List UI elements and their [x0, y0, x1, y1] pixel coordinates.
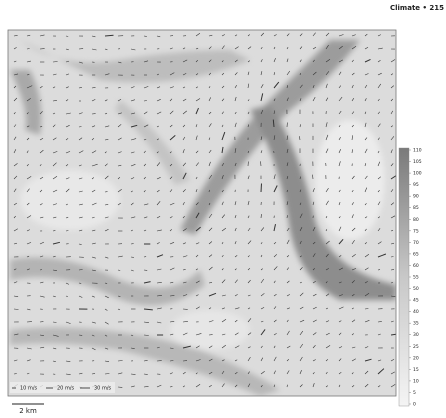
colorbar-ticks: 1101051009590858075706560555045403530252… [409, 148, 422, 408]
legend-label: 20 m/s [57, 386, 75, 392]
colorbar-tick-label: 45 [413, 298, 419, 304]
wind-arrow [105, 35, 114, 36]
wind-arrow [273, 120, 274, 127]
colorbar-tick-label: 90 [413, 194, 419, 200]
colorbar-tick-label: 25 [413, 344, 419, 350]
colorbar-tick-label: 65 [413, 251, 419, 257]
colorbar-tick-label: 50 [413, 286, 419, 292]
colorbar-tick-label: 85 [413, 205, 419, 211]
colorbar-tick-label: 40 [413, 309, 419, 315]
colorbar-tick-label: 5 [413, 390, 416, 396]
colorbar-tick-label: 95 [413, 182, 419, 188]
colorbar-tick-label: 30 [413, 332, 419, 338]
wind-arrow [261, 184, 262, 193]
colorbar-tick-label: 80 [413, 217, 419, 223]
header: Climate • 215 [390, 4, 444, 12]
colorbar-tick-label: 60 [413, 263, 419, 269]
colorbar-tick-label: 10 [413, 378, 419, 384]
figure: Climate • 215 10 m/s20 m/s30 m/s 1101051… [0, 0, 446, 418]
vector-legend: 10 m/s 20 m/s 30 m/s [12, 386, 112, 392]
colorbar-tick-label: 0 [413, 402, 416, 408]
legend-label: 30 m/s [94, 386, 112, 392]
legend-label: 10 m/s [20, 386, 38, 392]
colorbar-tick-label: 110 [413, 148, 422, 154]
scale-bar-label: 2 km [19, 407, 37, 415]
colorbar-tick-label: 35 [413, 321, 419, 327]
map: 10 m/s 20 m/s 30 m/s [8, 30, 398, 396]
colorbar [399, 148, 409, 406]
colorbar-tick-label: 100 [413, 171, 422, 177]
colorbar-tick-label: 15 [413, 367, 419, 373]
colorbar-tick-label: 75 [413, 228, 419, 234]
colorbar-tick-label: 70 [413, 240, 419, 246]
colorbar-tick-label: 20 [413, 355, 419, 361]
colorbar-tick-label: 55 [413, 275, 419, 281]
colorbar-tick-label: 105 [413, 159, 422, 165]
